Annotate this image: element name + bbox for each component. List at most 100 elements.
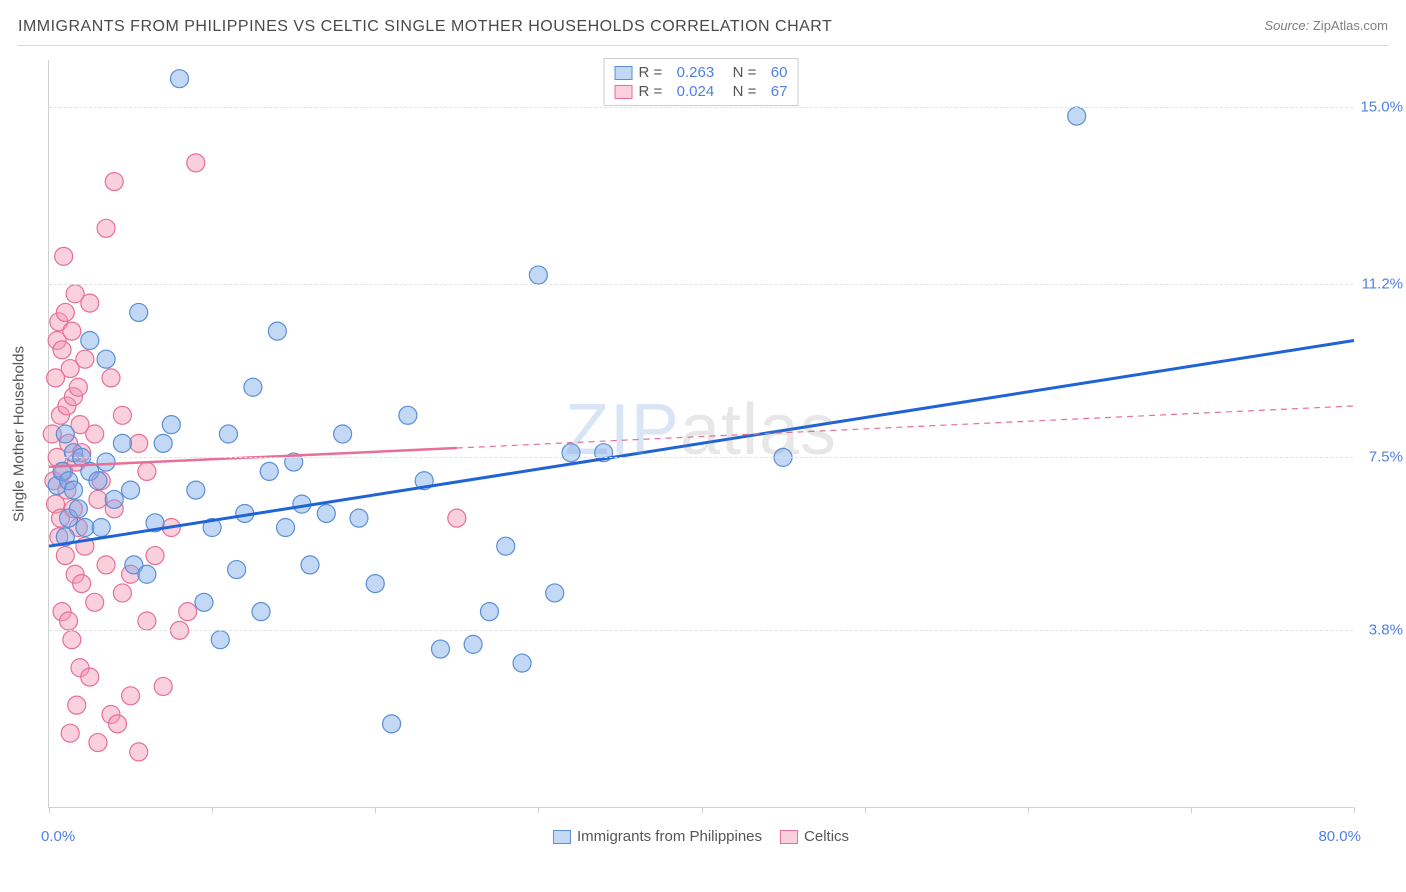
legend-series: Immigrants from Philippines Celtics (553, 828, 849, 845)
scatter-point (113, 584, 131, 602)
scatter-point (260, 462, 278, 480)
scatter-point (171, 70, 189, 88)
header: IMMIGRANTS FROM PHILIPPINES VS CELTIC SI… (18, 18, 1388, 46)
scatter-point (97, 556, 115, 574)
scatter-point (97, 350, 115, 368)
legend-correlation: R = 0.263 N = 60R = 0.024 N = 67 (604, 58, 799, 106)
legend-r-value: 0.263 (677, 64, 715, 81)
scatter-point (480, 603, 498, 621)
scatter-point (53, 341, 71, 359)
scatter-point (56, 547, 74, 565)
chart-title: IMMIGRANTS FROM PHILIPPINES VS CELTIC SI… (18, 18, 832, 36)
chart-area: Single Mother Households ZIPatlas R = 0.… (48, 60, 1353, 808)
scatter-point (138, 462, 156, 480)
scatter-point (69, 500, 87, 518)
legend-series-label: Celtics (804, 828, 849, 845)
source: Source: ZipAtlas.com (1264, 18, 1388, 33)
scatter-point (529, 266, 547, 284)
scatter-point (89, 490, 107, 508)
grid-line (49, 107, 1353, 108)
scatter-point (76, 519, 94, 537)
legend-correlation-row: R = 0.024 N = 67 (615, 82, 788, 101)
scatter-plot (49, 60, 1353, 807)
scatter-point (97, 219, 115, 237)
scatter-point (187, 481, 205, 499)
scatter-point (122, 481, 140, 499)
scatter-point (138, 565, 156, 583)
scatter-point (187, 154, 205, 172)
scatter-point (162, 416, 180, 434)
y-tick-label: 11.2% (1358, 276, 1403, 293)
x-tick (49, 807, 50, 813)
legend-swatch (780, 830, 798, 844)
x-tick (212, 807, 213, 813)
x-tick (1191, 807, 1192, 813)
scatter-point (244, 378, 262, 396)
scatter-point (63, 631, 81, 649)
scatter-point (68, 696, 86, 714)
scatter-point (562, 444, 580, 462)
scatter-point (268, 322, 286, 340)
scatter-point (448, 509, 466, 527)
legend-n-value: 67 (771, 83, 788, 100)
x-axis-max-label: 80.0% (1318, 828, 1361, 845)
scatter-point (102, 369, 120, 387)
scatter-point (146, 547, 164, 565)
legend-n-label: N = (720, 83, 765, 100)
scatter-point (195, 593, 213, 611)
scatter-point (56, 425, 74, 443)
scatter-point (86, 593, 104, 611)
scatter-point (513, 654, 531, 672)
legend-correlation-row: R = 0.263 N = 60 (615, 63, 788, 82)
scatter-point (432, 640, 450, 658)
x-tick (1028, 807, 1029, 813)
scatter-point (497, 537, 515, 555)
scatter-point (154, 434, 172, 452)
scatter-point (366, 575, 384, 593)
y-tick-label: 15.0% (1358, 98, 1403, 115)
scatter-point (97, 453, 115, 471)
x-tick (1354, 807, 1355, 813)
legend-series-item: Immigrants from Philippines (553, 828, 762, 845)
scatter-point (228, 561, 246, 579)
scatter-point (61, 724, 79, 742)
scatter-point (334, 425, 352, 443)
scatter-point (122, 687, 140, 705)
legend-n-value: 60 (771, 64, 788, 81)
legend-r-value: 0.024 (677, 83, 715, 100)
x-tick (375, 807, 376, 813)
scatter-point (56, 303, 74, 321)
legend-series-item: Celtics (780, 828, 849, 845)
scatter-point (317, 504, 335, 522)
scatter-point (130, 434, 148, 452)
x-tick (702, 807, 703, 813)
scatter-point (60, 612, 78, 630)
y-axis-title: Single Mother Households (11, 346, 28, 522)
scatter-point (138, 612, 156, 630)
scatter-point (252, 603, 270, 621)
scatter-point (1068, 107, 1086, 125)
grid-line (49, 630, 1353, 631)
scatter-point (399, 406, 417, 424)
scatter-point (81, 294, 99, 312)
scatter-point (73, 575, 91, 593)
scatter-point (81, 332, 99, 350)
x-axis-min-label: 0.0% (41, 828, 75, 845)
legend-series-label: Immigrants from Philippines (577, 828, 762, 845)
scatter-point (383, 715, 401, 733)
scatter-point (64, 481, 82, 499)
scatter-point (55, 247, 73, 265)
scatter-point (105, 490, 123, 508)
scatter-point (113, 406, 131, 424)
source-value: ZipAtlas.com (1313, 18, 1388, 33)
scatter-point (109, 715, 127, 733)
scatter-point (350, 509, 368, 527)
scatter-point (546, 584, 564, 602)
scatter-point (179, 603, 197, 621)
y-tick-label: 3.8% (1358, 622, 1403, 639)
scatter-point (92, 519, 110, 537)
legend-n-label: N = (720, 64, 765, 81)
scatter-point (130, 303, 148, 321)
x-tick (865, 807, 866, 813)
y-tick-label: 7.5% (1358, 449, 1403, 466)
